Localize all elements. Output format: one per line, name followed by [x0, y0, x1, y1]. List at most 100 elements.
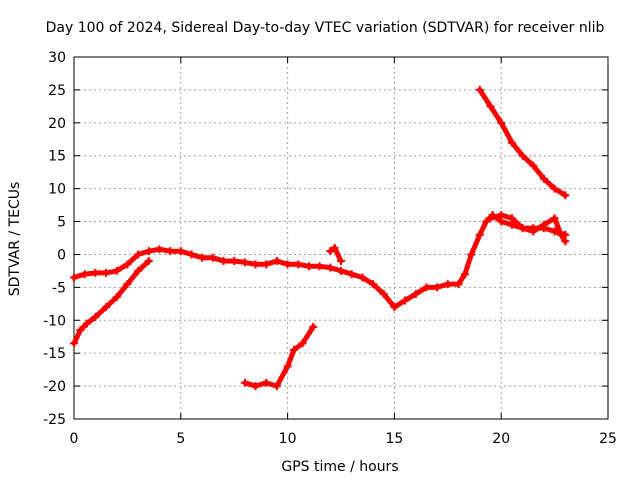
data-point	[70, 273, 78, 282]
data-point	[422, 283, 431, 292]
data-point	[166, 247, 175, 256]
data-point	[102, 268, 111, 277]
data-point	[80, 270, 89, 279]
data-point	[82, 319, 91, 328]
data-point	[486, 214, 495, 223]
data-point	[482, 217, 491, 226]
data-point	[70, 339, 78, 348]
series-spike	[327, 245, 344, 264]
data-point	[454, 280, 463, 289]
data-point	[262, 378, 271, 387]
data-point	[401, 296, 410, 305]
data-point	[309, 322, 318, 331]
data-point	[475, 230, 484, 239]
data-point	[347, 270, 356, 279]
data-point	[539, 220, 548, 229]
y-tick-label: -10	[43, 313, 66, 329]
data-point	[155, 245, 164, 254]
series-short-arc	[242, 324, 316, 389]
data-point	[529, 227, 538, 236]
y-tick-label: -20	[43, 379, 66, 395]
data-point	[337, 257, 345, 266]
y-tick-label: -5	[52, 280, 66, 296]
data-point	[262, 260, 271, 269]
data-point	[337, 266, 345, 275]
data-point	[550, 214, 559, 223]
data-point	[379, 289, 388, 298]
data-point	[208, 253, 217, 262]
data-point	[486, 102, 495, 111]
data-point	[240, 378, 249, 387]
data-point	[219, 257, 228, 266]
data-point	[390, 303, 399, 312]
y-tick-label: -15	[43, 346, 66, 362]
data-point	[507, 214, 516, 223]
data-point	[144, 247, 153, 256]
x-tick-label: 15	[385, 431, 403, 447]
data-point	[358, 273, 367, 282]
data-point	[497, 210, 506, 219]
data-point	[123, 280, 132, 289]
data-point	[102, 303, 111, 312]
data-point	[251, 260, 260, 269]
data-point	[330, 243, 339, 252]
grid-lines	[74, 57, 608, 419]
data-point	[411, 289, 420, 298]
data-point	[518, 224, 527, 233]
data-point	[251, 382, 260, 391]
data-point	[298, 339, 307, 348]
data-point	[272, 257, 281, 266]
data-point	[561, 237, 570, 246]
data-point	[304, 262, 313, 271]
data-point	[272, 382, 281, 391]
x-tick-label: 20	[492, 431, 510, 447]
data-point	[315, 262, 324, 271]
data-point	[294, 260, 303, 269]
y-tick-label: 15	[48, 149, 66, 165]
y-tick-label: 25	[48, 83, 66, 99]
data-point	[460, 270, 469, 279]
y-axis-ticks: -25 -20 -15 -10 -5 0 5 10 15 20 25 30	[43, 50, 608, 428]
data-point	[475, 85, 484, 94]
x-tick-label: 25	[599, 431, 617, 447]
chart-title: Day 100 of 2024, Sidereal Day-to-day VTE…	[46, 20, 605, 36]
data-point	[557, 230, 566, 239]
data-point	[112, 266, 121, 275]
data-point	[433, 283, 442, 292]
y-tick-label: 10	[48, 182, 66, 198]
data-point	[467, 250, 476, 259]
y-tick-label: -25	[43, 412, 66, 428]
data-point	[134, 266, 143, 275]
y-tick-label: 20	[48, 116, 66, 132]
data-point	[497, 118, 506, 127]
data-point	[326, 247, 335, 256]
data-series	[70, 85, 570, 391]
y-tick-label: 0	[57, 247, 66, 263]
y-tick-label: 5	[57, 215, 66, 231]
plot-frame	[73, 56, 609, 420]
data-point	[326, 263, 335, 272]
data-point	[112, 293, 121, 302]
data-point	[240, 258, 249, 267]
x-tick-label: 10	[279, 431, 297, 447]
data-point	[176, 247, 185, 256]
data-point	[369, 280, 378, 289]
x-axis-label: GPS time / hours	[281, 459, 398, 475]
data-point	[529, 161, 538, 170]
data-point	[144, 257, 153, 266]
data-point	[230, 257, 239, 266]
data-point	[507, 138, 516, 147]
data-point	[518, 151, 527, 160]
data-point	[123, 260, 132, 269]
data-point	[290, 345, 299, 354]
x-tick-label: 0	[70, 431, 79, 447]
data-point	[76, 326, 85, 335]
data-point	[91, 312, 100, 321]
y-tick-label: 30	[48, 50, 66, 66]
data-point	[134, 250, 143, 259]
data-point	[561, 191, 570, 200]
x-axis-ticks: 0 5 10 15 20 25	[70, 57, 617, 447]
data-point	[539, 174, 548, 183]
x-tick-label: 5	[176, 431, 185, 447]
